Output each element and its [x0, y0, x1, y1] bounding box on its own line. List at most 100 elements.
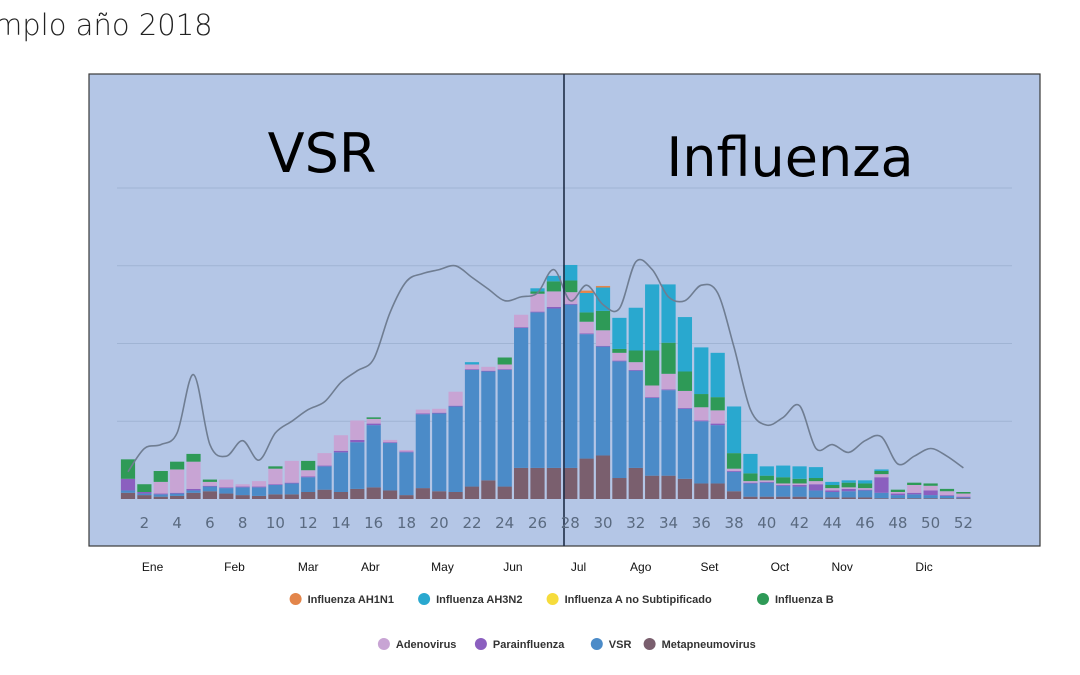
- bar-segment: [956, 492, 971, 494]
- bar-segment: [186, 492, 201, 499]
- bar-segment: [464, 369, 480, 487]
- bar-segment: [530, 467, 545, 499]
- bar-segment: [579, 333, 594, 335]
- bar-segment: [317, 466, 332, 490]
- month-labels: Ene Feb Mar Abr May Jun Jul Ago Set Oct Nov Dic: [142, 560, 933, 574]
- bar-segment: [677, 478, 693, 499]
- bar-segment: [432, 491, 447, 499]
- bar-segment: [399, 451, 414, 453]
- legend-label: Influenza AH1N1: [308, 594, 394, 606]
- month-label: Jul: [571, 560, 586, 574]
- legend-item[interactable]: VSR: [590, 638, 632, 651]
- x-tick-label: 26: [528, 514, 547, 532]
- bar-segment: [907, 485, 922, 493]
- x-tick-label: 6: [205, 514, 215, 532]
- x-tick-label: 28: [561, 514, 580, 532]
- bar-segment: [645, 350, 660, 386]
- bar-segment: [530, 311, 545, 313]
- bar-segment: [694, 420, 709, 422]
- bar-segment: [481, 480, 496, 499]
- legend-item[interactable]: Adenovirus: [377, 638, 457, 651]
- bar-segment: [579, 292, 594, 313]
- bar-segment: [579, 290, 594, 293]
- bar-segment: [907, 498, 922, 499]
- bar-segment: [710, 483, 725, 499]
- bar-segment: [153, 493, 168, 495]
- bar-segment: [382, 439, 398, 443]
- bar-segment: [661, 284, 676, 343]
- bar-segment: [366, 425, 381, 488]
- bar-segment: [350, 488, 365, 499]
- bar-segment: [595, 287, 611, 311]
- legend-item[interactable]: Influenza B: [757, 593, 834, 606]
- bar-segment: [464, 369, 480, 370]
- x-tick-label: 44: [823, 514, 842, 532]
- bar-segment: [874, 492, 889, 499]
- legend-item[interactable]: Parainfluenza: [474, 638, 565, 651]
- legend-item[interactable]: Influenza A no Subtipificado: [546, 593, 712, 606]
- bar-segment: [956, 493, 971, 497]
- bar-segment: [841, 482, 856, 488]
- legend-item[interactable]: Influenza AH3N2: [418, 593, 522, 606]
- legend-item[interactable]: Influenza AH1N1: [289, 593, 394, 606]
- bar-segment: [481, 370, 496, 372]
- bar-segment: [366, 423, 381, 426]
- legend-item[interactable]: Metapneumovirus: [643, 638, 756, 651]
- bar-segment: [710, 410, 725, 424]
- bar-segment: [186, 488, 201, 491]
- x-tick-label: 12: [299, 514, 318, 532]
- bar-segment: [415, 488, 430, 499]
- bar-segment: [563, 467, 578, 499]
- bar-segment: [268, 494, 283, 499]
- bar-segment: [808, 481, 824, 485]
- bar-segment: [530, 288, 545, 292]
- bar-segment: [825, 485, 840, 489]
- bar-segment: [694, 421, 709, 484]
- bar-segment: [759, 475, 774, 481]
- x-tick-label: 18: [397, 514, 416, 532]
- bar-segment: [432, 412, 447, 414]
- bar-segment: [792, 486, 807, 497]
- bar-segment: [890, 495, 905, 499]
- legend-label: Influenza B: [775, 594, 834, 606]
- bar-segment: [497, 369, 512, 370]
- bar-segment: [317, 489, 332, 499]
- bar-segment: [350, 442, 365, 489]
- bar-segment: [710, 423, 725, 426]
- bar-segment: [432, 413, 447, 492]
- bar-segment: [382, 490, 398, 499]
- month-label: Set: [700, 560, 719, 574]
- legend-swatch: [289, 593, 302, 605]
- bar-segment: [792, 496, 807, 499]
- bar-segment: [874, 471, 889, 475]
- bar-segment: [137, 495, 152, 499]
- bar-segment: [301, 492, 316, 499]
- bar-segment: [743, 473, 758, 482]
- bar-segment: [907, 492, 922, 495]
- bar-segment: [808, 467, 824, 478]
- bar-segment: [595, 345, 611, 347]
- bar-segment: [825, 488, 840, 491]
- bar-segment: [825, 497, 840, 499]
- bar-segment: [546, 291, 561, 307]
- bar-segment: [628, 350, 643, 363]
- bar-segment: [333, 452, 349, 492]
- bar-segment: [546, 467, 561, 499]
- bar-segment: [776, 485, 791, 497]
- bar-segment: [563, 264, 578, 281]
- bar-segment: [858, 480, 873, 484]
- bar-segment: [890, 492, 905, 494]
- bar-segment: [677, 408, 693, 409]
- bar-segment: [595, 330, 611, 346]
- bar-segment: [808, 497, 824, 499]
- month-label: Feb: [224, 560, 245, 574]
- bar-segment: [825, 490, 840, 493]
- bar-segment: [579, 321, 594, 334]
- x-tick-label: 4: [172, 514, 182, 532]
- bar-segment: [858, 488, 873, 490]
- bar-segment: [120, 490, 136, 493]
- month-label: Ene: [142, 560, 164, 574]
- bar-segment: [726, 491, 742, 499]
- bar-segment: [514, 327, 529, 328]
- bar-segment: [858, 489, 873, 491]
